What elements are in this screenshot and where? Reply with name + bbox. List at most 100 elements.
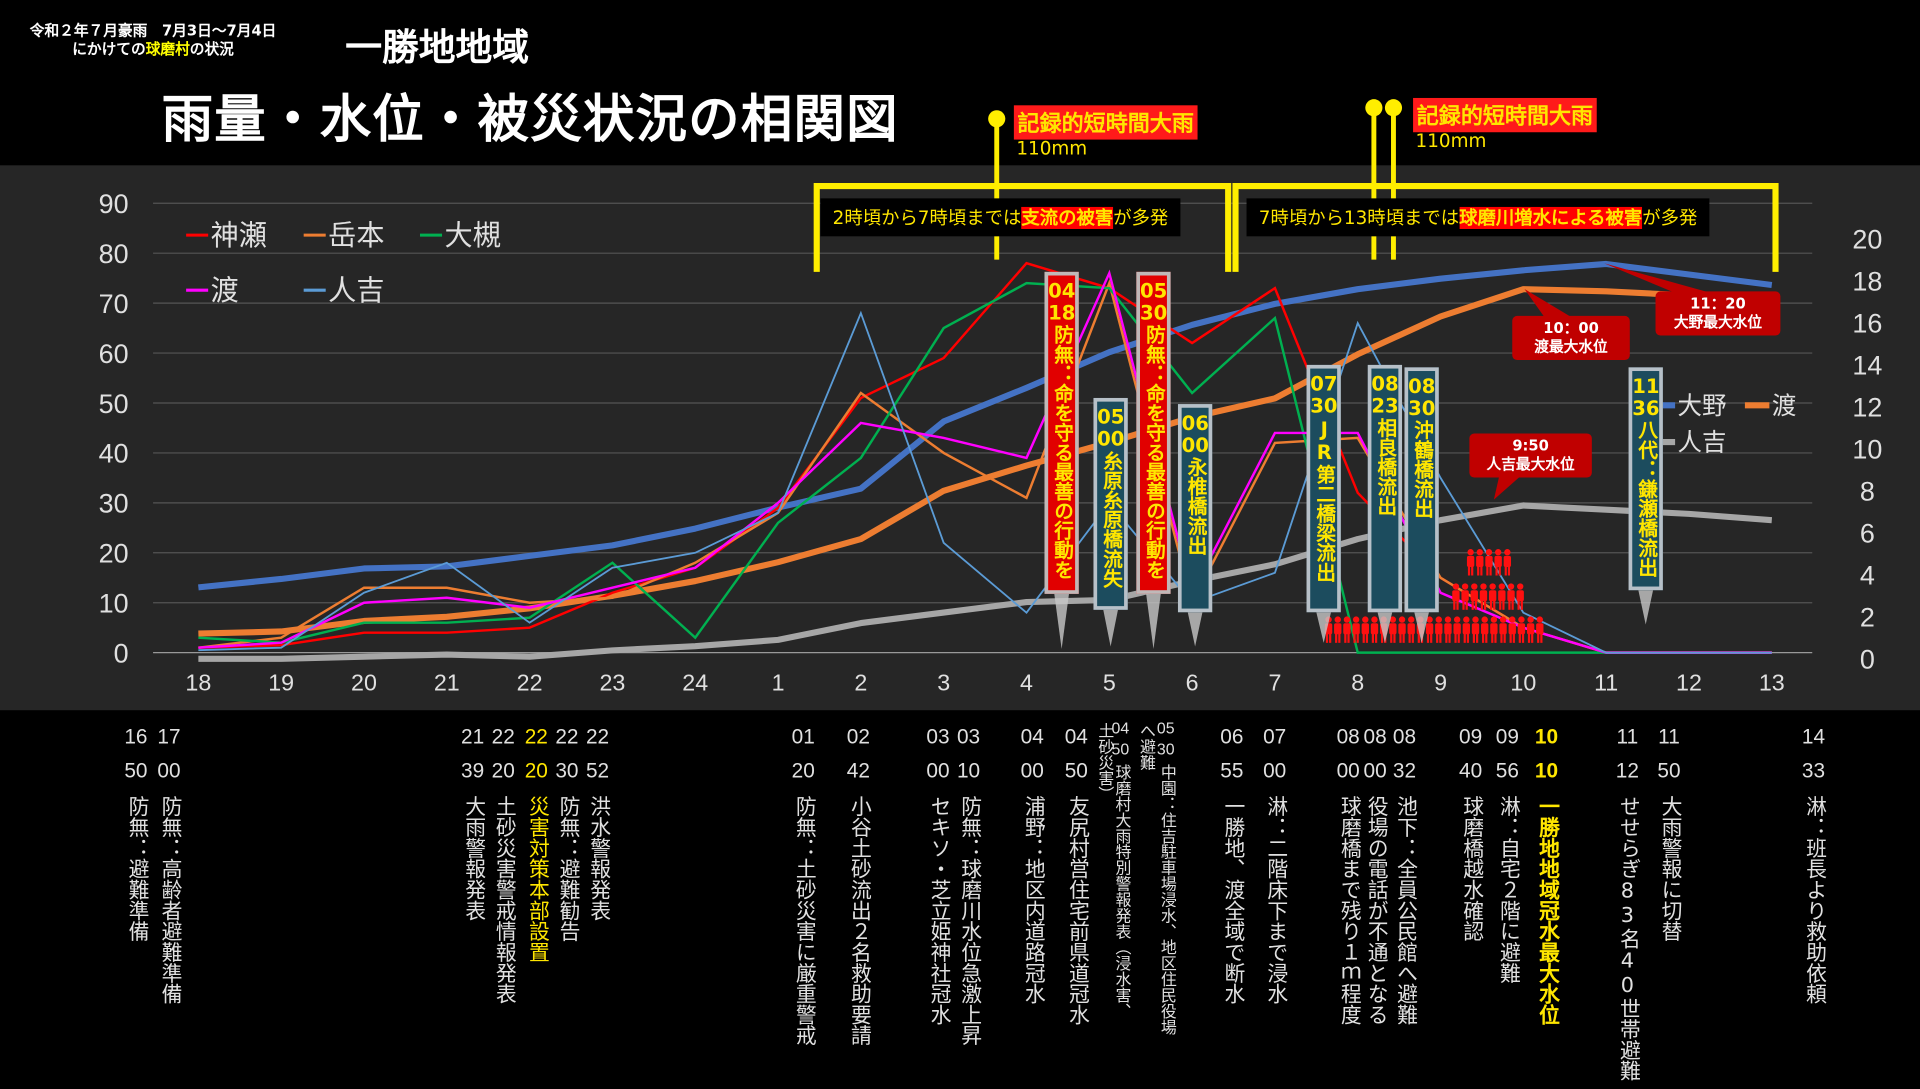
person-icon bbox=[1481, 616, 1489, 643]
timeline-event: 03 00 セキソ・芝立姫神社冠水 bbox=[924, 720, 951, 1025]
timeline-event: 08 00 球磨橋まで残り１ｍ程度 bbox=[1335, 720, 1362, 1025]
person-body bbox=[1425, 623, 1434, 635]
person-head bbox=[1452, 583, 1460, 590]
callout-hour: 05 bbox=[1140, 279, 1168, 303]
event-minute: 50 bbox=[1657, 759, 1681, 783]
person-leg bbox=[1436, 633, 1439, 643]
person-leg bbox=[1527, 633, 1531, 643]
event-hour: 22 bbox=[555, 724, 579, 749]
callout-pointer bbox=[1054, 593, 1069, 649]
person-leg bbox=[1489, 565, 1492, 576]
timeline-event: 21 39 大雨警報発表 bbox=[459, 720, 486, 921]
person-icon bbox=[1352, 616, 1360, 643]
event-hour: 16 bbox=[124, 724, 148, 749]
person-leg bbox=[1465, 600, 1468, 610]
person-leg bbox=[1521, 633, 1525, 643]
event-text: 役場の電話が不通となる bbox=[1362, 795, 1388, 1025]
event-minute: 20 bbox=[791, 759, 815, 783]
y-left-tick-label: 20 bbox=[99, 539, 129, 569]
person-leg bbox=[1493, 600, 1496, 610]
event-minute: 00 bbox=[1263, 759, 1287, 783]
person-head bbox=[1398, 616, 1406, 623]
person-body bbox=[1536, 623, 1544, 635]
person-leg bbox=[1502, 600, 1505, 610]
subtitle-post: の状況 bbox=[189, 40, 234, 58]
person-leg bbox=[1494, 633, 1497, 643]
event-hour: 05 bbox=[1156, 718, 1175, 738]
person-head bbox=[1485, 549, 1493, 556]
person-head bbox=[1389, 616, 1397, 623]
timeline-event: 04 50 友尻村営住宅前県道冠水 bbox=[1063, 720, 1090, 1025]
person-leg bbox=[1380, 633, 1384, 643]
max-level-callout-ono: 11：20 大野最大水位 bbox=[1655, 291, 1781, 336]
person-leg bbox=[1454, 633, 1457, 643]
y-right-tick-label: 12 bbox=[1852, 393, 1882, 423]
timeline-event: 06 55 一勝地、渡全域で断水 bbox=[1218, 720, 1245, 1004]
x-tick-label: 1 bbox=[772, 670, 785, 696]
rainfall-line-大槻 bbox=[198, 281, 1772, 654]
person-body bbox=[1517, 623, 1526, 635]
person-head bbox=[1467, 549, 1474, 556]
person-icon bbox=[1389, 616, 1397, 643]
rain-event-label-2: 記録的短時間大雨 bbox=[1413, 97, 1597, 133]
x-tick-label: 22 bbox=[517, 670, 543, 696]
timeline-event: 02 42 小谷土砂流出２名救助要請 bbox=[845, 720, 872, 1046]
event-text: 一勝地地域冠水最大水位 bbox=[1534, 795, 1559, 1025]
person-body bbox=[1453, 623, 1461, 635]
person-head bbox=[1476, 549, 1483, 556]
legend-rain-label: 大槻 bbox=[444, 219, 500, 252]
person-leg bbox=[1417, 633, 1420, 643]
person-leg bbox=[1374, 633, 1378, 643]
person-icon bbox=[1507, 583, 1515, 610]
event-hour: 08 bbox=[1392, 724, 1417, 749]
event-minute: 20 bbox=[524, 759, 548, 783]
person-leg bbox=[1489, 600, 1493, 610]
person-leg bbox=[1474, 600, 1477, 610]
person-head bbox=[1472, 616, 1479, 623]
person-leg bbox=[1365, 633, 1369, 643]
person-leg bbox=[1480, 600, 1483, 610]
person-icon bbox=[1536, 616, 1544, 643]
x-tick-label: 2 bbox=[854, 670, 867, 696]
event-text: 防無：土砂災害に厳重警戒 bbox=[791, 795, 816, 1046]
person-icon bbox=[1488, 583, 1497, 610]
x-tick-label: 13 bbox=[1759, 670, 1785, 696]
callout-minute: 23 bbox=[1371, 394, 1399, 418]
event-minute: 56 bbox=[1495, 759, 1519, 783]
person-icon bbox=[1517, 616, 1526, 643]
y-right-tick-label: 10 bbox=[1852, 435, 1882, 465]
person-icon bbox=[1508, 616, 1516, 643]
person-leg bbox=[1347, 633, 1350, 643]
callout-label: 渡最大水位 bbox=[1534, 337, 1608, 356]
person-icon bbox=[1503, 549, 1512, 576]
region-name: 一勝地地域 bbox=[345, 26, 529, 70]
person-leg bbox=[1486, 565, 1489, 576]
timeline-event: 10 10 一勝地地域冠水最大水位 bbox=[1533, 720, 1560, 1025]
person-head bbox=[1463, 616, 1470, 623]
person-icon bbox=[1490, 616, 1498, 643]
person-leg bbox=[1507, 565, 1511, 576]
person-body bbox=[1389, 623, 1397, 635]
person-leg bbox=[1353, 633, 1356, 643]
y-right-tick-label: 20 bbox=[1852, 225, 1882, 255]
person-leg bbox=[1477, 565, 1480, 576]
callout-label: 人吉最大水位 bbox=[1486, 455, 1575, 473]
callout-minute: 00 bbox=[1097, 427, 1125, 451]
callout-minute: 36 bbox=[1632, 396, 1660, 421]
person-leg bbox=[1453, 600, 1456, 610]
event-minute: 39 bbox=[461, 759, 485, 783]
x-tick-label: 10 bbox=[1510, 670, 1536, 696]
bracket-1-pre: 2時頃から7時頃までは bbox=[832, 206, 1022, 229]
event-hour: 09 bbox=[1459, 724, 1483, 749]
person-leg bbox=[1509, 633, 1512, 643]
callout-text: 沖鶴橋流出 bbox=[1410, 420, 1434, 518]
event-hour: 22 bbox=[585, 724, 610, 749]
person-body bbox=[1452, 590, 1460, 602]
legend-level-label: 渡 bbox=[1772, 391, 1796, 420]
person-body bbox=[1498, 590, 1506, 602]
damage-callout: 05 30 防無：命を守る最善の行動を bbox=[1136, 271, 1171, 594]
rain-pin-head bbox=[1384, 99, 1403, 117]
person-icon bbox=[1452, 583, 1460, 610]
x-tick-label: 3 bbox=[937, 670, 950, 696]
